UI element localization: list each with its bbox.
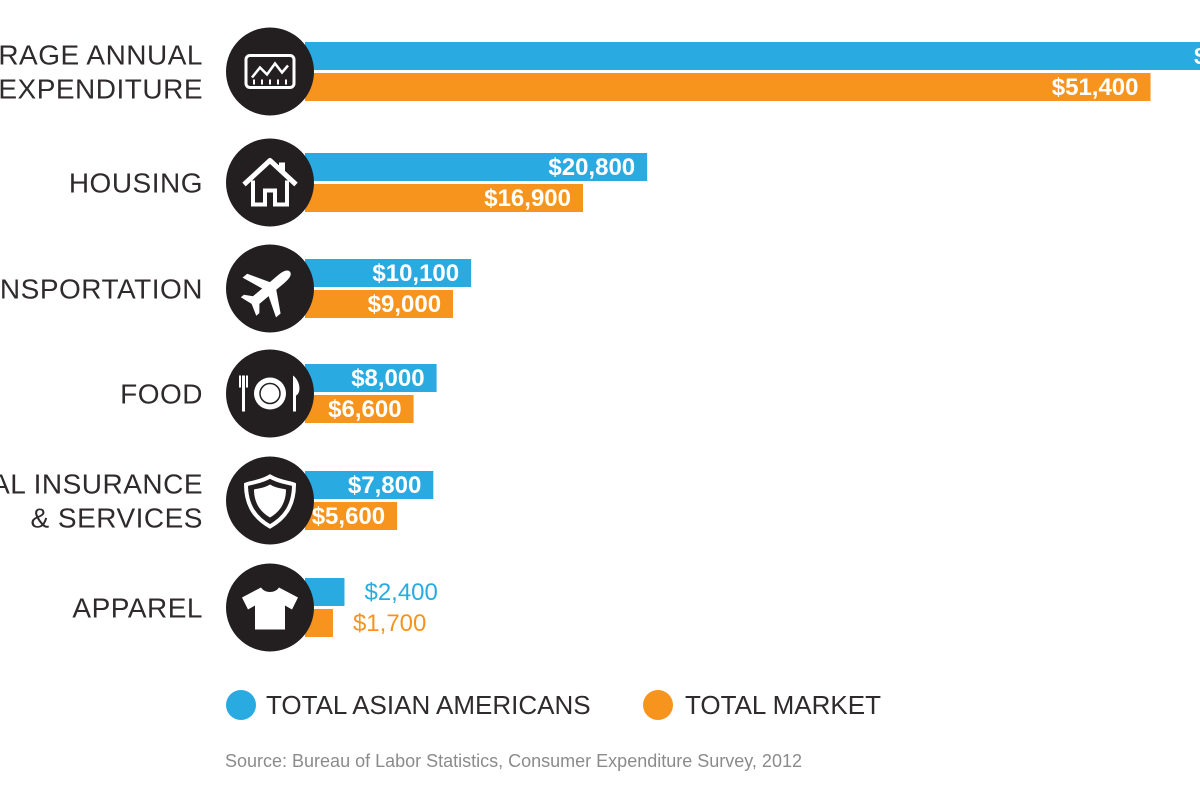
tshirt-icon xyxy=(226,563,314,652)
legend-swatch-asian xyxy=(226,690,256,720)
legend-label-market: TOTAL MARKET xyxy=(685,690,881,720)
chart-row: $20,800 $16,900 HOUSING xyxy=(69,138,648,227)
data-label-asian-americans: $7,800 xyxy=(348,472,421,499)
airplane-icon xyxy=(226,244,314,333)
category-label: AL INSURANCE & SERVICES xyxy=(0,469,203,534)
legend-swatch-market xyxy=(643,690,673,720)
legend: TOTAL ASIAN AMERICANS TOTAL MARKET xyxy=(226,690,881,720)
legend-label-asian: TOTAL ASIAN AMERICANS xyxy=(266,690,591,720)
chart-row: $7,800 $5,600 AL INSURANCE & SERVICES xyxy=(0,456,434,545)
bar-asian-americans xyxy=(305,153,648,181)
category-label: APPAREL xyxy=(72,593,203,624)
bar-total-market xyxy=(305,395,414,423)
bar-total-market xyxy=(305,290,454,318)
bar-asian-americans xyxy=(305,364,437,392)
data-label-total-market: $1,700 xyxy=(353,610,426,637)
data-label-total-market: $51,400 xyxy=(1052,74,1139,101)
data-label-total-market: $6,600 xyxy=(328,396,401,423)
data-label-total-market: $5,600 xyxy=(312,503,385,530)
data-label-asian-americans: $ xyxy=(1194,43,1200,70)
chart-row: $10,100 $9,000 ANSPORTATION xyxy=(0,244,472,333)
chart-icon xyxy=(226,27,314,116)
data-label-asian-americans: $8,000 xyxy=(351,365,424,392)
bar-total-market xyxy=(305,502,398,530)
category-label: HOUSING xyxy=(69,168,203,199)
shield-icon xyxy=(226,456,314,545)
house-icon xyxy=(226,138,314,227)
plate-icon xyxy=(226,349,314,438)
category-label: FOOD xyxy=(120,379,203,410)
data-label-total-market: $16,900 xyxy=(484,185,571,212)
source-note: Source: Bureau of Labor Statistics, Cons… xyxy=(225,751,802,771)
data-label-total-market: $9,000 xyxy=(368,291,441,318)
data-label-asian-americans: $2,400 xyxy=(364,579,437,606)
bar-total-market xyxy=(305,73,1151,101)
category-label: ERAGE ANNUAL EXPENDITURE xyxy=(0,40,203,105)
chart-row: $2,400 $1,700 APPAREL xyxy=(72,563,438,652)
data-label-asian-americans: $10,100 xyxy=(372,260,459,287)
bar-asian-americans xyxy=(305,471,434,499)
chart-row: $8,000 $6,600 FOOD xyxy=(120,349,437,438)
bar-asian-americans xyxy=(305,42,1200,70)
bar-asian-americans xyxy=(305,259,472,287)
category-label: ANSPORTATION xyxy=(0,274,203,305)
data-label-asian-americans: $20,800 xyxy=(548,154,635,181)
bar-total-market xyxy=(305,184,584,212)
